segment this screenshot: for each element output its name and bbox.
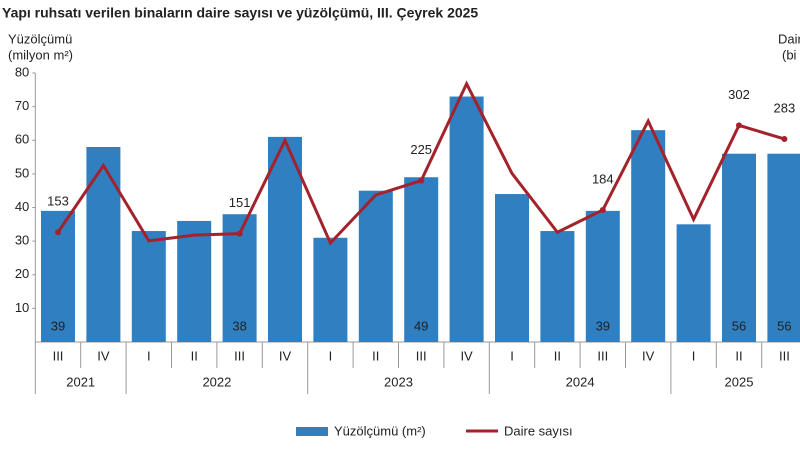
legend-label: Yüzölçümü (m²) — [334, 423, 426, 438]
line-label: 225 — [410, 142, 432, 157]
x-tick-label: III — [597, 348, 608, 363]
bar — [767, 153, 800, 342]
year-label: 2024 — [566, 374, 595, 389]
bar — [131, 231, 166, 342]
year-label: 2025 — [725, 374, 754, 389]
y2-axis-label: (bi — [782, 47, 797, 62]
x-tick-label: II — [372, 348, 379, 363]
line-point — [781, 135, 788, 142]
bar-label: 39 — [51, 318, 65, 333]
x-tick-label: I — [329, 348, 333, 363]
x-tick-label: III — [416, 348, 427, 363]
bar — [631, 130, 666, 342]
bar — [676, 224, 711, 342]
x-tick-label: IV — [97, 348, 110, 363]
y-tick-label: 80 — [15, 64, 29, 79]
x-tick-label: I — [147, 348, 151, 363]
x-tick-label: II — [191, 348, 198, 363]
x-tick-label: III — [234, 348, 245, 363]
bar — [86, 146, 121, 342]
bar-label: 39 — [596, 318, 610, 333]
line-label: 184 — [592, 171, 614, 186]
bar — [404, 177, 439, 342]
bar-label: 49 — [414, 318, 428, 333]
y-tick-label: 30 — [15, 233, 29, 248]
chart-title: Yapı ruhsatı verilen binaların daire say… — [2, 5, 478, 21]
year-label: 2021 — [66, 374, 95, 389]
x-tick-label: III — [53, 348, 64, 363]
bar — [495, 194, 529, 342]
year-label: 2022 — [202, 374, 231, 389]
line-point — [236, 230, 243, 237]
line-point — [599, 207, 606, 214]
x-tick-label: IV — [460, 348, 473, 363]
line-point — [736, 122, 742, 129]
y-tick-label: 70 — [15, 98, 29, 113]
bar — [358, 190, 393, 342]
y-axis-label: Yüzölçümü — [8, 31, 72, 46]
bar — [177, 220, 212, 342]
bar — [268, 136, 302, 342]
bar-label: 56 — [777, 318, 791, 333]
line-point — [55, 229, 61, 236]
y-tick-label: 40 — [15, 199, 29, 214]
x-tick-label: II — [554, 348, 561, 363]
line-label: 153 — [47, 194, 69, 209]
legend-label: Daire sayısı — [504, 423, 573, 438]
year-label: 2023 — [384, 374, 413, 389]
x-tick-label: IV — [279, 348, 292, 363]
line-point — [418, 177, 425, 184]
y2-axis-label: Dair — [778, 31, 800, 46]
line-label: 283 — [774, 100, 796, 115]
x-tick-label: II — [735, 348, 742, 363]
legend-swatch — [296, 427, 328, 436]
x-tick-label: III — [779, 348, 790, 363]
bar — [449, 96, 484, 342]
x-tick-label: IV — [642, 348, 655, 363]
bar — [313, 237, 348, 342]
y-tick-label: 20 — [15, 266, 29, 281]
bar-label: 56 — [732, 318, 746, 333]
x-tick-label: I — [510, 348, 514, 363]
y-tick-label: 10 — [15, 300, 29, 315]
line-label: 302 — [728, 87, 750, 102]
bar — [540, 231, 575, 342]
y-tick-label: 50 — [15, 165, 29, 180]
bar — [722, 153, 756, 342]
line-label: 151 — [229, 195, 251, 210]
y-tick-label: 60 — [15, 132, 29, 147]
bar-label: 38 — [232, 318, 246, 333]
x-tick-label: I — [692, 348, 696, 363]
y-axis-label: (milyon m²) — [8, 47, 73, 62]
bar — [585, 210, 620, 342]
